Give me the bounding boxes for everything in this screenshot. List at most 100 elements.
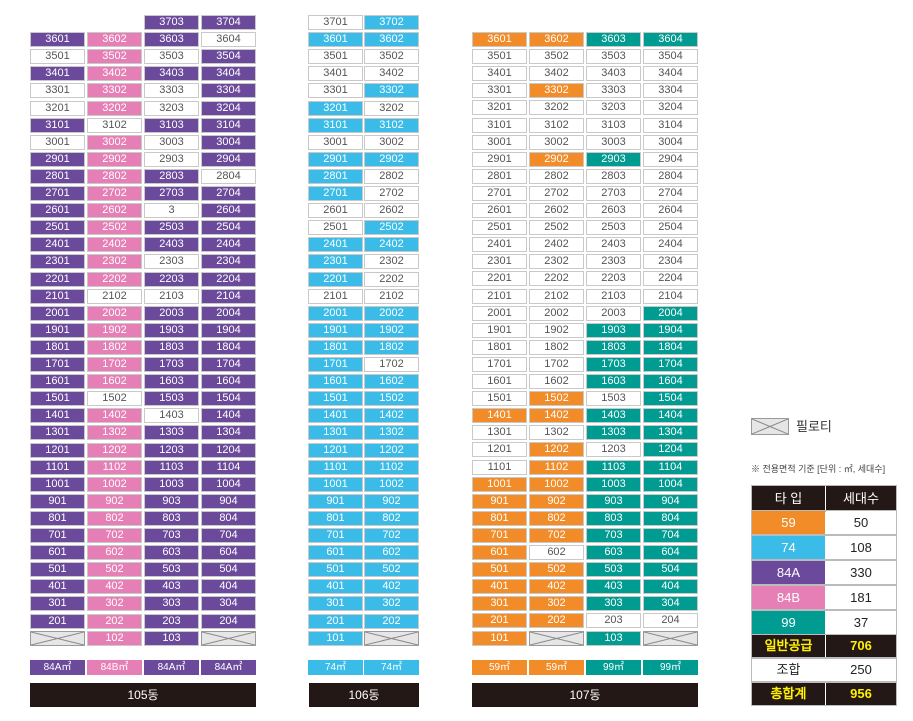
- unit-cell: 3601: [308, 32, 363, 47]
- unit-cell: 1804: [643, 340, 698, 355]
- unit-cell: 3204: [643, 100, 698, 115]
- unit-cell: 2602: [529, 203, 584, 218]
- unit-cell: 204: [201, 614, 256, 629]
- unit-cell: 2204: [643, 271, 698, 286]
- unit-cell: 3603: [144, 32, 199, 47]
- unit-cell: 701: [30, 528, 85, 543]
- unit-cell: 3704: [201, 15, 256, 30]
- summary-type: 일반공급: [752, 635, 825, 657]
- unit-cell: 2203: [586, 271, 641, 286]
- summary-row: 84B 181: [751, 585, 897, 610]
- unit-cell: 2804: [201, 169, 256, 184]
- unit-cell: 101: [472, 631, 527, 646]
- unit-cell: 704: [201, 528, 256, 543]
- unit-cell: 1304: [201, 425, 256, 440]
- unit-cell: 2604: [201, 203, 256, 218]
- summary-row: 74 108: [751, 535, 897, 560]
- unit-cell: 2502: [364, 220, 419, 235]
- unit-cell: 3403: [586, 66, 641, 81]
- unit-cell: 301: [308, 596, 363, 611]
- unit-cell: 1903: [144, 323, 199, 338]
- unit-cell: 3403: [144, 66, 199, 81]
- unit-cell: 301: [472, 596, 527, 611]
- unit-cell: 3404: [201, 66, 256, 81]
- unit-cell: 2202: [529, 271, 584, 286]
- unit-cell: 3504: [643, 49, 698, 64]
- unit-cell: 202: [87, 614, 142, 629]
- unit-cell: 1904: [201, 323, 256, 338]
- unit-cell: 1001: [30, 477, 85, 492]
- unit-cell: 1304: [643, 425, 698, 440]
- unit-cell: 203: [144, 614, 199, 629]
- unit-cell: 1701: [472, 357, 527, 372]
- unit-cell: 3701: [308, 15, 363, 30]
- unit-cell: 1902: [364, 323, 419, 338]
- unit-type-label: 84A㎡: [201, 660, 256, 675]
- unit-cell: 1704: [643, 357, 698, 372]
- unit-cell: 401: [472, 579, 527, 594]
- building-106-label: 106동: [309, 683, 419, 707]
- unit-cell: 2104: [643, 289, 698, 304]
- unit-cell: 2403: [586, 237, 641, 252]
- unit-cell: 804: [643, 511, 698, 526]
- unit-cell: 2302: [529, 254, 584, 269]
- unit-cell: 2702: [364, 186, 419, 201]
- unit-cell: 1102: [87, 460, 142, 475]
- unit-cell: 304: [643, 596, 698, 611]
- unit-cell: 202: [364, 614, 419, 629]
- unit-cell: 402: [87, 579, 142, 594]
- unit-cell: 2501: [472, 220, 527, 235]
- summary-type: 84B: [752, 586, 825, 609]
- unit-cell: 3502: [87, 49, 142, 64]
- unit-cell: 3203: [586, 100, 641, 115]
- unit-cell: 303: [144, 596, 199, 611]
- unit-cell: 204: [643, 613, 698, 628]
- unit-cell: 401: [30, 579, 85, 594]
- unit-cell: 3702: [364, 15, 419, 30]
- unit-cell: 2503: [586, 220, 641, 235]
- unit-cell: 1604: [201, 374, 256, 389]
- unit-cell: 2802: [364, 169, 419, 184]
- unit-type-label: 59㎡: [529, 660, 584, 675]
- unit-cell: 2103: [144, 289, 199, 304]
- summary-row: 타 입 세대수: [751, 485, 897, 512]
- unit-cell: 603: [144, 545, 199, 560]
- unit-cell: 1902: [87, 323, 142, 338]
- unit-cell: 504: [643, 562, 698, 577]
- unit-cell: 3401: [308, 66, 363, 81]
- summary-type: 타 입: [752, 486, 825, 511]
- unit-cell: 3201: [472, 100, 527, 115]
- unit-cell: 2404: [201, 237, 256, 252]
- unit-cell: 1803: [586, 340, 641, 355]
- unit-cell: 3501: [308, 49, 363, 64]
- unit-cell: 2401: [308, 237, 363, 252]
- summary-count: 50: [826, 511, 896, 534]
- unit-cell: 1702: [87, 357, 142, 372]
- unit-cell: 2301: [308, 254, 363, 269]
- unit-cell: 3102: [364, 118, 419, 133]
- unit-cell: 2702: [529, 186, 584, 201]
- unit-cell: 1602: [364, 374, 419, 389]
- unit-cell: 1503: [144, 391, 199, 406]
- unit-cell: 203: [586, 613, 641, 628]
- unit-cell: 1204: [643, 442, 698, 457]
- unit-cell: 3501: [472, 49, 527, 64]
- unit-cell: 1801: [308, 340, 363, 355]
- unit-cell: 1301: [308, 425, 363, 440]
- unit-cell: 1702: [529, 357, 584, 372]
- unit-cell: 3503: [144, 49, 199, 64]
- summary-note: ※ 전용면적 기준 [단위 : ㎡, 세대수]: [751, 464, 886, 474]
- unit-cell: 2604: [643, 203, 698, 218]
- unit-cell: 604: [643, 545, 698, 560]
- unit-cell: 401: [308, 579, 363, 594]
- unit-cell: 501: [308, 562, 363, 577]
- unit-cell: 901: [308, 494, 363, 509]
- unit-cell: 1402: [529, 408, 584, 423]
- unit-cell: 2404: [643, 237, 698, 252]
- unit-cell: 3103: [144, 118, 199, 133]
- unit-cell: 801: [30, 511, 85, 526]
- unit-cell: 402: [364, 579, 419, 594]
- unit-type-label: 74㎡: [364, 660, 419, 675]
- unit-cell: 2301: [472, 254, 527, 269]
- unit-cell: 3602: [529, 32, 584, 47]
